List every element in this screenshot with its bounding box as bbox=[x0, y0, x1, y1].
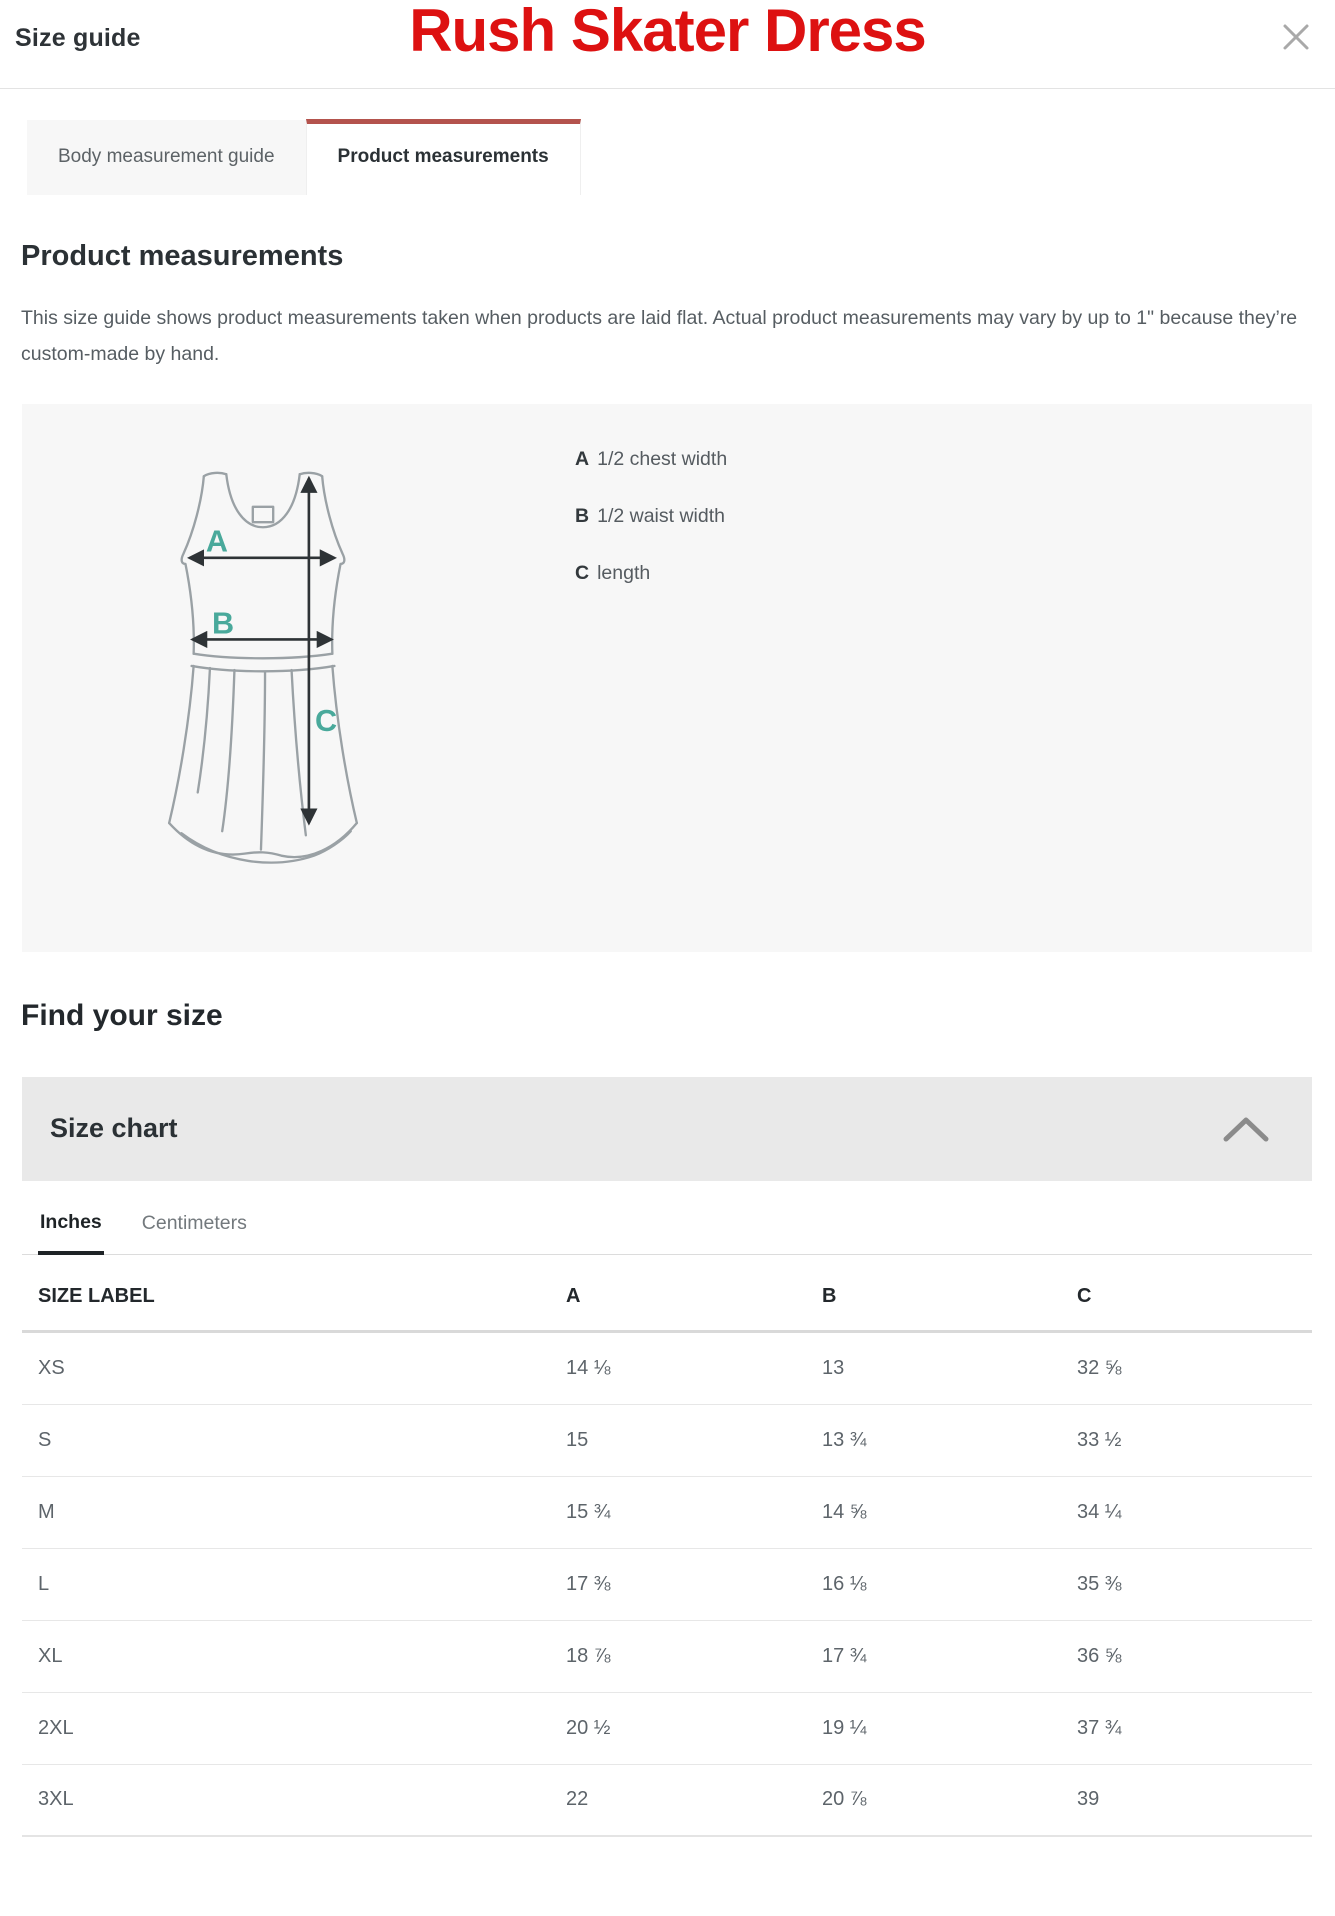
cell-b: 17 ¾ bbox=[822, 1644, 867, 1667]
dress-outline bbox=[167, 471, 359, 864]
table-row-2xl: 2XL 20 ½ 19 ¼ 37 ¾ bbox=[22, 1693, 1312, 1765]
legend-item-a: A 1/2 chest width bbox=[575, 448, 727, 471]
table-header-row: SIZE LABEL A B C bbox=[22, 1255, 1312, 1333]
size-chart-title: Size chart bbox=[50, 1113, 178, 1144]
table-row-3xl: 3XL 22 20 ⅞ 39 bbox=[22, 1765, 1312, 1837]
legend-item-b: B 1/2 waist width bbox=[575, 505, 727, 528]
table-row-xs: XS 14 ⅛ 13 32 ⅝ bbox=[22, 1333, 1312, 1405]
legend-key-c: C bbox=[575, 561, 590, 584]
cell-b: 16 ⅛ bbox=[822, 1572, 867, 1595]
legend-key-a: A bbox=[575, 447, 590, 470]
legend-text-b: 1/2 waist width bbox=[597, 504, 725, 527]
table-row-l: L 17 ⅜ 16 ⅛ 35 ⅜ bbox=[22, 1549, 1312, 1621]
cell-a: 14 ⅛ bbox=[566, 1356, 611, 1379]
diagram-label-c: C bbox=[315, 704, 337, 738]
size-guide-modal: Size guide Rush Skater Dress Body measur… bbox=[0, 0, 1335, 1837]
modal-title: Size guide bbox=[15, 24, 141, 52]
col-b: B bbox=[822, 1284, 837, 1307]
table-row-m: M 15 ¾ 14 ⅝ 34 ¼ bbox=[22, 1477, 1312, 1549]
table-row-xl: XL 18 ⅞ 17 ¾ 36 ⅝ bbox=[22, 1621, 1312, 1693]
cell-b: 20 ⅞ bbox=[822, 1788, 867, 1811]
tab-body-measurement-guide[interactable]: Body measurement guide bbox=[27, 120, 306, 195]
cell-a: 18 ⅞ bbox=[566, 1644, 611, 1667]
find-your-size-heading: Find your size bbox=[21, 998, 223, 1032]
cell-b: 13 ¾ bbox=[822, 1428, 867, 1451]
cell-c: 35 ⅜ bbox=[1077, 1572, 1122, 1595]
cell-a: 17 ⅜ bbox=[566, 1572, 611, 1595]
modal-header: Size guide Rush Skater Dress bbox=[0, 0, 1335, 89]
cell-size: M bbox=[38, 1500, 55, 1523]
cell-a: 15 bbox=[566, 1428, 589, 1451]
dress-diagram: A B C bbox=[167, 471, 359, 864]
measure-arrows bbox=[186, 475, 337, 826]
cell-c: 39 bbox=[1077, 1788, 1100, 1811]
tab-product-measurements[interactable]: Product measurements bbox=[305, 119, 581, 195]
diagram-label-a: A bbox=[206, 525, 228, 559]
unit-tabs: Inches Centimeters bbox=[22, 1211, 1312, 1255]
cell-size: L bbox=[38, 1572, 50, 1595]
cell-size: 3XL bbox=[38, 1788, 74, 1811]
cell-size: XL bbox=[38, 1644, 63, 1667]
col-size-label: SIZE LABEL bbox=[38, 1284, 155, 1307]
diagram-label-b: B bbox=[212, 606, 234, 640]
cell-size: 2XL bbox=[38, 1716, 74, 1739]
measurement-diagram-panel: A B C A 1/2 chest width B 1/2 waist width … bbox=[22, 403, 1312, 952]
cell-c: 33 ½ bbox=[1077, 1428, 1122, 1451]
cell-a: 22 bbox=[566, 1788, 589, 1811]
legend-key-b: B bbox=[575, 504, 590, 527]
size-chart-accordion[interactable]: Size chart bbox=[22, 1076, 1312, 1181]
cell-c: 32 ⅝ bbox=[1077, 1356, 1122, 1379]
cell-a: 20 ½ bbox=[566, 1716, 611, 1739]
close-button[interactable] bbox=[1275, 16, 1317, 58]
cell-b: 13 bbox=[822, 1356, 845, 1379]
cell-c: 37 ¾ bbox=[1077, 1716, 1122, 1739]
legend-text-a: 1/2 chest width bbox=[597, 447, 728, 470]
close-icon bbox=[1283, 24, 1309, 50]
cell-size: XS bbox=[38, 1356, 65, 1379]
section-description: This size guide shows product measuremen… bbox=[21, 307, 1298, 366]
table-row-s: S 15 13 ¾ 33 ½ bbox=[22, 1405, 1312, 1477]
legend-text-c: length bbox=[597, 561, 651, 584]
tab-inches[interactable]: Inches bbox=[38, 1211, 104, 1255]
size-table: SIZE LABEL A B C XS 14 ⅛ 13 32 ⅝ S 15 13… bbox=[22, 1255, 1312, 1837]
cell-b: 14 ⅝ bbox=[822, 1500, 867, 1523]
guide-tabs: Body measurement guide Product measureme… bbox=[27, 119, 1335, 195]
cell-c: 34 ¼ bbox=[1077, 1500, 1122, 1523]
cell-b: 19 ¼ bbox=[822, 1716, 867, 1739]
col-c: C bbox=[1077, 1284, 1092, 1307]
cell-a: 15 ¾ bbox=[566, 1500, 611, 1523]
section-heading: Product measurements bbox=[21, 240, 344, 272]
product-name: Rush Skater Dress bbox=[409, 0, 927, 64]
chevron-up-icon bbox=[1223, 1117, 1269, 1142]
cell-c: 36 ⅝ bbox=[1077, 1644, 1122, 1667]
col-a: A bbox=[566, 1284, 581, 1307]
cell-size: S bbox=[38, 1428, 52, 1451]
tab-centimeters[interactable]: Centimeters bbox=[140, 1211, 249, 1254]
